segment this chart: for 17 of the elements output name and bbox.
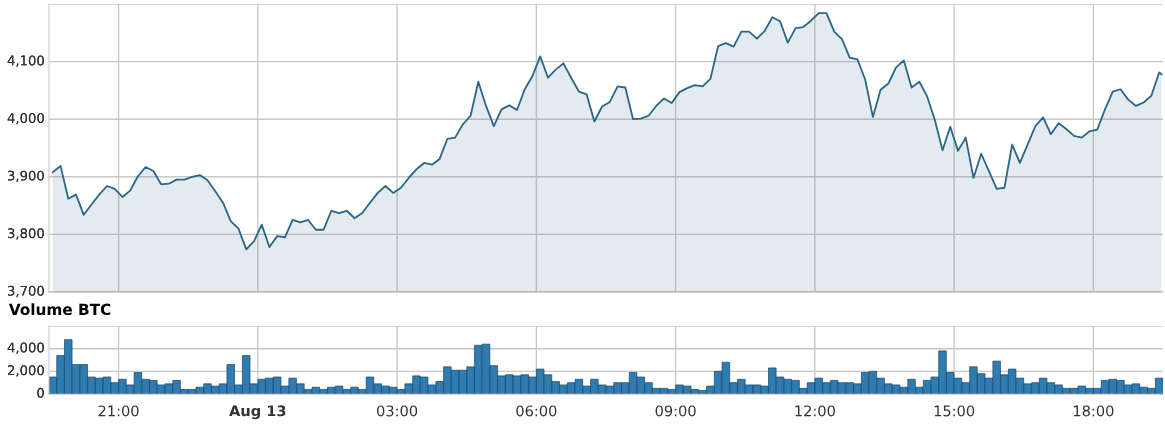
y-tick-label: 3,900 [8,170,44,182]
x-tick-label: 12:00 [795,405,835,417]
y-tick-label: 4,100 [7,55,44,67]
x-tick-label: 15:00 [934,405,975,417]
y-tick-label: 4,000 [7,342,44,354]
x-tick-label: 09:00 [655,405,696,417]
x-tick-label: 21:00 [98,405,139,417]
chart-title: Volume BTC [8,303,111,316]
y-tick-label: 0 [37,387,44,398]
y-tick-label: 4,000 [7,113,44,125]
y-tick-label: 3,700 [8,285,44,298]
x-tick-label: 03:00 [377,405,418,417]
x-tick-label: 18:00 [1073,405,1114,417]
y-tick-label: 2,000 [7,365,44,377]
y-tick-label: 3,800 [8,228,44,240]
x-tick-label: 06:00 [516,405,557,417]
x-tick-label: Aug 13 [229,405,286,420]
